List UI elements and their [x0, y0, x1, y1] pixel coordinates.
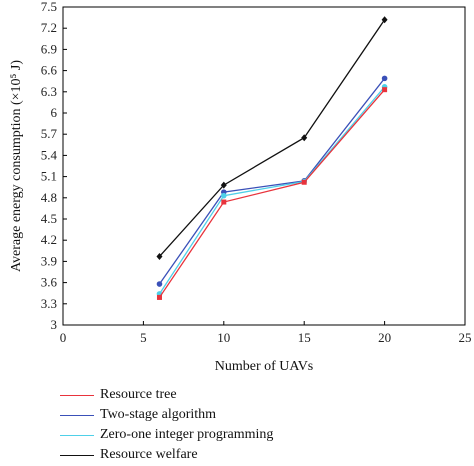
legend-label: Zero-one integer programming	[100, 427, 274, 442]
data-point	[156, 252, 163, 260]
data-point	[220, 181, 227, 189]
y-tick-label: 5.4	[41, 147, 58, 162]
series-0	[156, 87, 388, 300]
legend-item: Resource welfare	[60, 445, 390, 465]
legend-swatch	[60, 394, 94, 396]
y-tick-label: 7.5	[41, 0, 57, 14]
data-point	[221, 192, 227, 199]
legend-item: Resource tree	[60, 385, 390, 405]
series-1	[156, 75, 388, 287]
series-line	[158, 86, 386, 295]
data-point	[301, 179, 307, 185]
y-tick-label: 6	[51, 105, 58, 120]
chart: 0 5 10 15 20 25 3 3.3 3.6 3.9 4.2 4.5 4.8 5.1 5.4 5.7 6 6…	[9, 0, 472, 374]
y-axis-title: Average energy consumption (×10⁵ J)	[9, 60, 24, 272]
x-tick-label: 25	[459, 330, 472, 345]
legend-swatch	[60, 434, 94, 436]
y-tick-label: 3.9	[41, 253, 57, 268]
data-point	[381, 75, 388, 82]
y-tick-label: 4.8	[41, 190, 57, 205]
y-tick-label: 4.5	[41, 211, 57, 226]
data-point	[381, 16, 388, 24]
y-tick-label: 6.3	[41, 84, 57, 99]
plot-frame	[62, 6, 466, 326]
x-tick-label: 15	[298, 330, 311, 345]
series-line	[158, 19, 386, 257]
y-tick-label: 3.6	[41, 275, 58, 290]
data-point	[301, 134, 308, 142]
legend: Resource tree Two-stage algorithm Zero-one…	[60, 385, 390, 465]
series-line	[158, 77, 386, 285]
data-point	[382, 87, 388, 93]
y-tick-label: 6.9	[41, 41, 57, 56]
series-3	[156, 16, 388, 260]
x-tick-label: 0	[60, 330, 67, 345]
legend-label: Resource tree	[100, 387, 177, 402]
y-tick-label: 3.3	[41, 296, 57, 311]
data-point	[221, 199, 227, 205]
legend-item: Two-stage algorithm	[60, 405, 390, 425]
y-tick-label: 5.7	[41, 126, 58, 141]
legend-label: Two-stage algorithm	[100, 407, 217, 422]
x-tick-label: 5	[140, 330, 147, 345]
series-layer	[156, 16, 388, 300]
axes: 0 5 10 15 20 25 3 3.3 3.6 3.9 4.2 4.5 4.8 5.1 5.4 5.7 6 6…	[41, 0, 472, 345]
x-axis-title: Number of UAVs	[215, 359, 314, 374]
legend-item: Zero-one integer programming	[60, 425, 390, 445]
series-line	[158, 89, 386, 298]
data-point	[156, 281, 163, 287]
y-tick-label: 7.2	[41, 20, 57, 35]
legend-swatch	[60, 454, 94, 456]
x-tick-label: 10	[217, 330, 230, 345]
y-tick-label: 3	[51, 317, 58, 332]
x-tick-label: 20	[378, 330, 391, 345]
y-tick-label: 6.6	[41, 63, 58, 78]
legend-swatch	[60, 414, 94, 416]
y-tick-label: 5.1	[41, 169, 57, 184]
y-tick-label: 4.2	[41, 232, 57, 247]
legend-label: Resource welfare	[100, 447, 198, 462]
data-point	[156, 294, 162, 300]
